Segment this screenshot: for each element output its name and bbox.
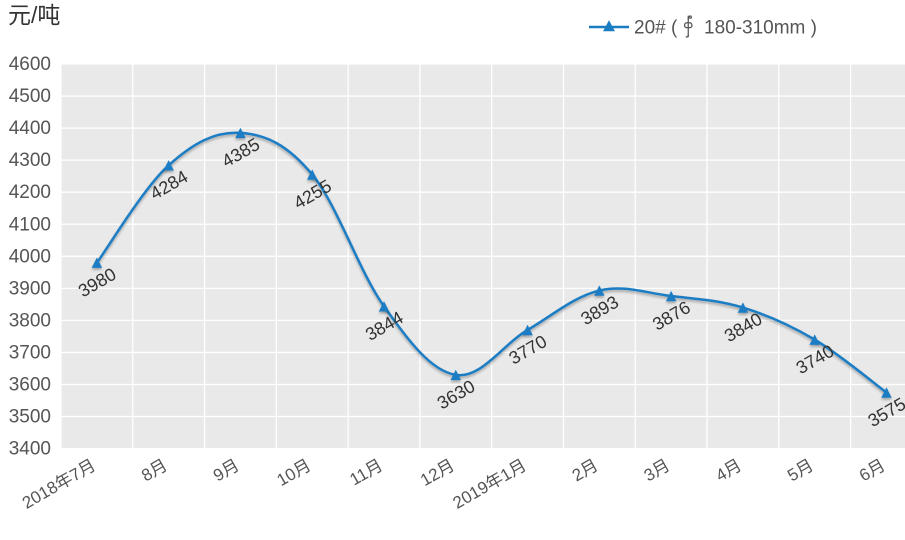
svg-text:3500: 3500 [9, 407, 51, 428]
svg-text:2月: 2月 [569, 456, 601, 486]
svg-text:4000: 4000 [9, 246, 51, 267]
svg-text:180-310mm ): 180-310mm ) [704, 18, 817, 39]
svg-text:9月: 9月 [210, 456, 242, 486]
svg-text:3900: 3900 [9, 278, 51, 299]
svg-text:4月: 4月 [712, 456, 744, 486]
svg-text:3600: 3600 [9, 375, 51, 396]
svg-text:2018年7月: 2018年7月 [19, 456, 99, 513]
svg-text:3800: 3800 [9, 310, 51, 331]
svg-text:4100: 4100 [9, 214, 51, 235]
svg-text:6月: 6月 [856, 456, 888, 486]
svg-text:4300: 4300 [9, 150, 51, 171]
svg-text:5月: 5月 [784, 456, 816, 486]
svg-text:12月: 12月 [417, 456, 458, 490]
svg-text:8月: 8月 [138, 456, 170, 486]
svg-text:3700: 3700 [9, 342, 51, 363]
svg-text:20# (: 20# ( [634, 18, 678, 39]
svg-text:2019年1月: 2019年1月 [450, 456, 530, 513]
svg-text:11月: 11月 [346, 456, 386, 490]
svg-text:10月: 10月 [274, 456, 315, 490]
svg-text:3400: 3400 [9, 439, 51, 460]
svg-text:4400: 4400 [9, 118, 51, 139]
svg-text:3月: 3月 [641, 456, 673, 486]
svg-text:4500: 4500 [9, 86, 51, 107]
svg-text:4600: 4600 [9, 54, 51, 75]
svg-text:4200: 4200 [9, 182, 51, 203]
